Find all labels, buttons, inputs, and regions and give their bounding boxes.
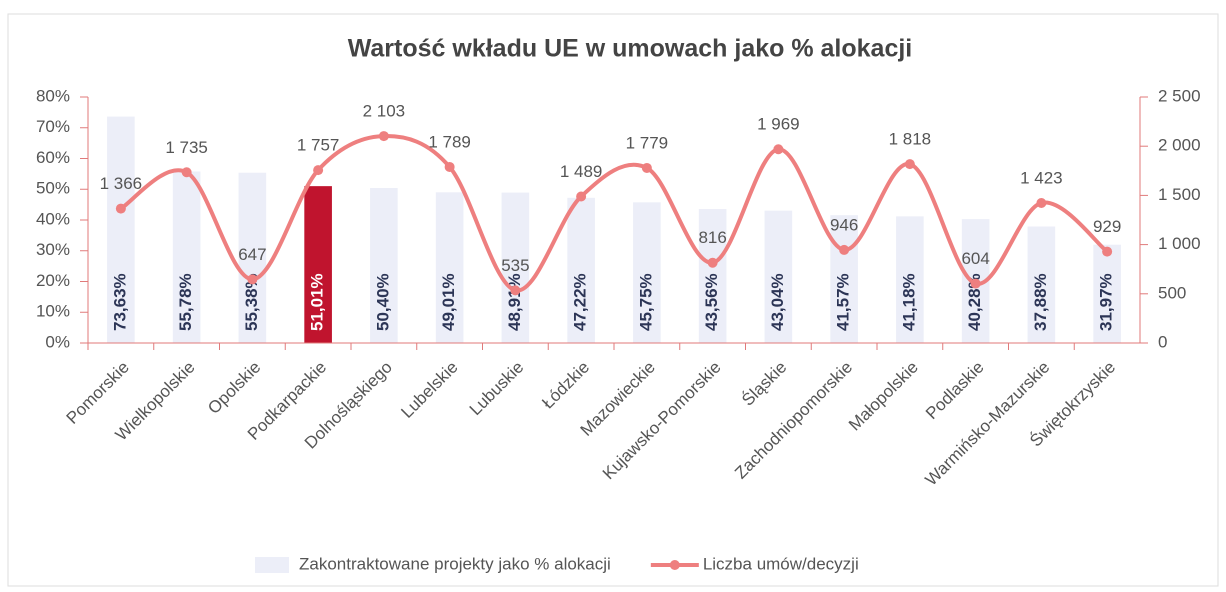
line-marker [707,257,718,268]
line-value-label: 1 757 [297,136,340,155]
line-marker [444,161,455,172]
bar-value-label: 41,57% [834,273,853,331]
y-tick-label: 0% [45,332,70,351]
line-value-label: 1 779 [626,133,669,152]
chart-title: Wartość wkładu UE w umowach jako % aloka… [348,35,913,63]
y-tick-label: 60% [36,148,70,167]
bar-value-label: 49,01% [439,273,458,331]
y2-tick-label: 500 [1158,283,1186,302]
line-marker [839,244,850,255]
bar [633,202,661,343]
line-value-label: 1 366 [100,174,143,193]
line-marker [1036,197,1047,208]
y-tick-label: 50% [36,179,70,198]
line-value-label: 1 423 [1020,168,1063,187]
line-marker [247,274,258,285]
line [119,134,1109,293]
y2-tick-label: 2 500 [1158,86,1201,105]
line-marker [181,167,192,178]
bar [370,188,398,343]
line-value-label: 1 789 [428,132,471,151]
y-tick-label: 40% [36,209,70,228]
legend-label: Liczba umów/decyzji [703,554,859,573]
bar [896,216,924,343]
bar-value-label: 31,97% [1097,273,1116,331]
chart-frame [7,13,1219,587]
line-value-label: 1 818 [889,130,932,149]
bar-value-label: 50,40% [373,273,392,331]
y2-tick-label: 0 [1158,332,1167,351]
line-value-label: 1 969 [757,115,800,134]
y2-tick-label: 1 000 [1158,234,1201,253]
bar [1093,244,1121,343]
line-value-label: 604 [961,249,989,268]
y-tick-label: 80% [36,86,70,105]
line-value-label: 1 489 [560,162,603,181]
bar-value-label: 40,28% [965,273,984,331]
bar-value-label: 41,18% [899,273,918,331]
y2-tick-label: 1 500 [1158,185,1201,204]
bar-value-label: 48,91% [505,273,524,331]
bar-value-label: 43,04% [768,273,787,331]
line-marker [773,144,784,155]
line-marker [510,285,521,296]
line-marker [115,203,126,214]
line-value-label: 647 [238,245,266,264]
y-tick-label: 30% [36,240,70,259]
bar [107,116,135,343]
line-value-label: 1 735 [165,138,208,157]
line-value-label: 929 [1093,217,1121,236]
bar-value-label: 45,75% [636,273,655,331]
bar-value-label: 43,56% [702,273,721,331]
y-tick-label: 20% [36,271,70,290]
y2-tick-label: 2 000 [1158,136,1201,155]
y-tick-label: 10% [36,302,70,321]
line-marker [1102,246,1113,257]
bar [764,210,793,343]
bar [698,209,727,343]
legend-swatch [255,557,289,573]
bar-value-label: 55,78% [176,273,195,331]
bar [501,192,530,343]
line-value-label: 946 [830,215,858,234]
line-value-label: 816 [698,228,726,247]
bar [435,192,464,343]
line-marker [641,162,652,173]
line-marker [378,131,389,142]
bar [1027,226,1056,343]
line-marker [970,278,981,289]
bar-value-label: 55,38% [242,273,261,331]
bar [830,215,858,343]
line-marker [313,165,324,176]
bar-value-label: 37,88% [1031,273,1050,331]
line-value-label: 2 103 [363,102,406,121]
line-marker [576,191,587,202]
bar [567,197,595,343]
bar-value-label: 51,01% [308,273,327,331]
line-value-label: 535 [501,256,529,275]
line-marker [904,159,915,170]
bar [304,186,332,343]
bar-value-label: 73,63% [110,273,129,331]
y-tick-label: 70% [36,117,70,136]
bar [172,171,201,343]
legend-label: Zakontraktowane projekty jako % alokacji [299,554,611,573]
legend-marker [669,560,680,570]
bar [238,172,267,343]
bar-value-label: 47,22% [571,273,590,331]
